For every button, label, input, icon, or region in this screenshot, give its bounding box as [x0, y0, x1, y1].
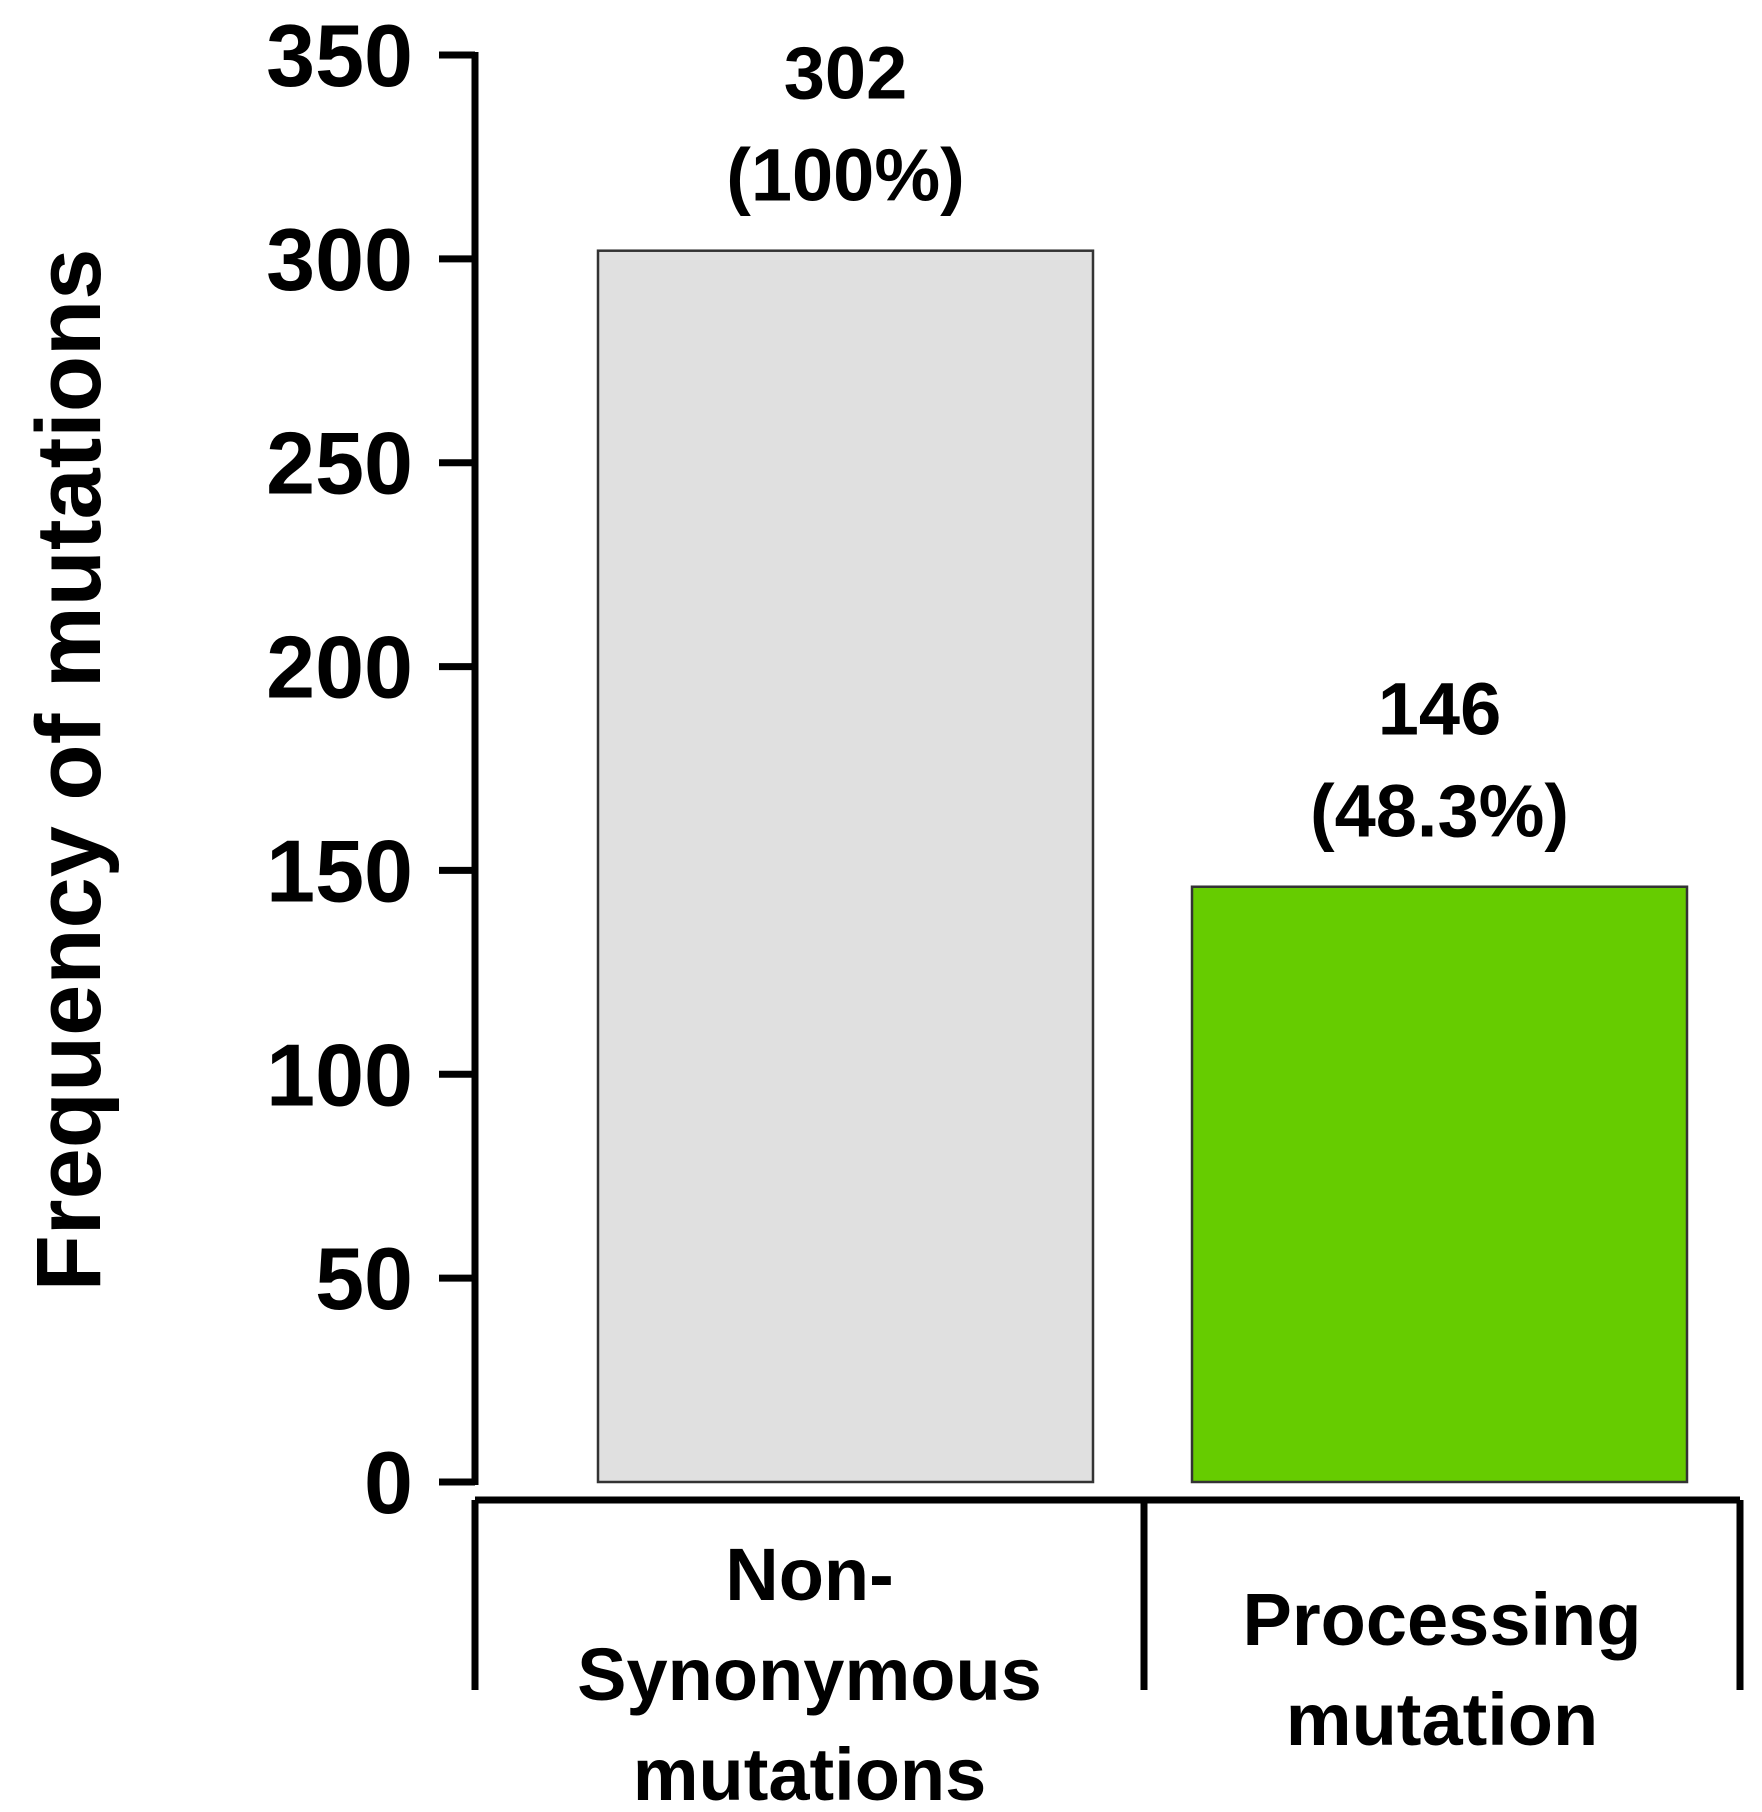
y-tick-label: 150	[266, 821, 413, 920]
y-axis: 0 50 100 150 200 250 300 350	[266, 6, 479, 1532]
data-label: (48.3%)	[1310, 770, 1569, 853]
y-tick-label: 350	[266, 6, 413, 105]
y-tick-label: 300	[266, 210, 413, 309]
data-label: 302	[784, 32, 907, 115]
x-tick-label: mutation	[1286, 1678, 1598, 1761]
bar	[596, 249, 1095, 1484]
bar	[1190, 885, 1689, 1484]
y-tick-label: 50	[315, 1229, 413, 1328]
y-tick-label: 250	[266, 414, 413, 513]
y-tick-label: 200	[266, 618, 413, 717]
x-axis: Non- Synonymous mutations Processing mutatio…	[471, 1496, 1744, 1812]
x-tick-label: Synonymous	[577, 1633, 1042, 1716]
x-tick-label: mutations	[633, 1733, 987, 1812]
data-label: 146	[1378, 668, 1501, 751]
bars: 302 (100%) 146 (48.3%)	[596, 32, 1689, 1484]
y-axis-label: Frequency of mutations	[18, 249, 120, 1292]
y-tick-label: 100	[266, 1025, 413, 1124]
y-tick-label: 0	[364, 1433, 413, 1532]
x-tick-label: Processing	[1243, 1578, 1642, 1661]
x-tick-label: Non-	[725, 1533, 894, 1616]
data-label: (100%)	[726, 134, 965, 217]
